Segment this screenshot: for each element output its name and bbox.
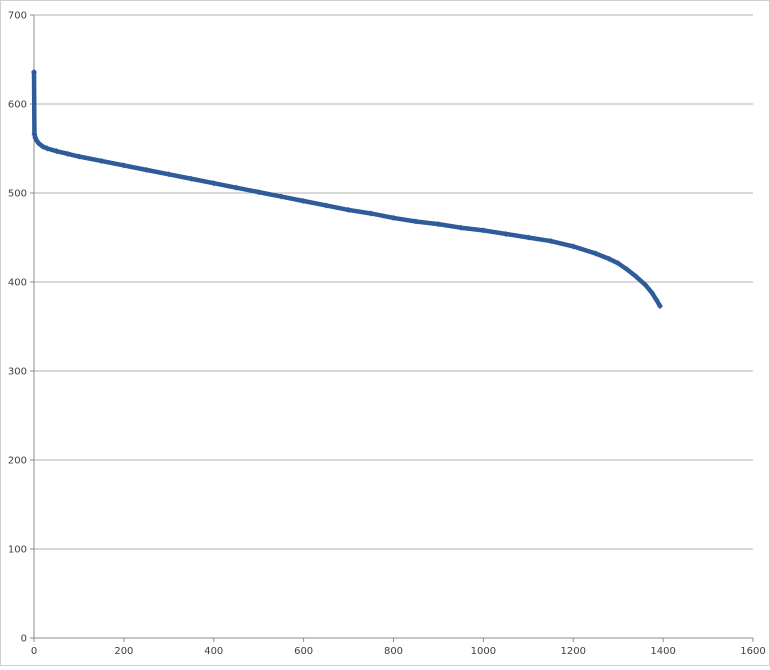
x-tick-label-1000: 1000 [471, 646, 496, 657]
y-tick-label-300: 300 [8, 367, 27, 378]
data-point-0-26 [435, 221, 442, 228]
x-tick-label-0: 0 [31, 646, 37, 657]
y-tick-label-0: 0 [21, 634, 27, 645]
x-tick-label-800: 800 [384, 646, 403, 657]
data-point-0-25 [412, 218, 419, 225]
data-point-0-7 [44, 145, 51, 152]
x-tick-label-1400: 1400 [650, 646, 675, 657]
data-point-0-35 [615, 260, 622, 267]
data-point-0-0 [31, 68, 37, 75]
data-point-0-41 [656, 303, 663, 310]
data-point-0-30 [525, 234, 532, 241]
data-point-0-33 [592, 250, 599, 257]
y-tick-label-700: 700 [8, 11, 27, 22]
data-point-0-39 [648, 289, 655, 296]
axes [30, 14, 754, 642]
data-point-0-28 [480, 227, 487, 234]
x-tick-label-200: 200 [114, 646, 133, 657]
data-point-0-23 [368, 210, 375, 217]
grid-lines [34, 14, 753, 550]
data-point-0-20 [300, 198, 307, 205]
data-point-0-22 [345, 206, 352, 213]
data-point-0-18 [255, 189, 262, 196]
y-tick-label-500: 500 [8, 189, 27, 200]
series-line-0 [31, 69, 663, 309]
data-point-0-21 [323, 202, 330, 209]
data-point-0-8 [53, 148, 60, 155]
data-point-0-38 [642, 281, 649, 288]
data-point-0-27 [457, 224, 464, 231]
data-point-0-34 [606, 255, 613, 262]
data-point-0-10 [75, 153, 82, 160]
data-point-0-13 [143, 166, 150, 173]
data-point-0-6 [39, 143, 46, 150]
x-tick-label-600: 600 [294, 646, 313, 657]
data-point-0-31 [547, 238, 554, 245]
data-point-0-14 [165, 171, 172, 178]
data-point-0-40 [653, 296, 660, 303]
data-point-0-11 [98, 157, 105, 164]
data-point-0-15 [188, 175, 195, 182]
y-tick-label-400: 400 [8, 278, 27, 289]
x-tick-label-1600: 1600 [740, 646, 765, 657]
data-point-0-16 [210, 180, 217, 187]
data-point-0-19 [278, 193, 285, 200]
tick-labels: 0 100 200 300 400 500 600 700 0 200 400 600 800 1000 1… [8, 11, 766, 658]
y-tick-label-600: 600 [8, 100, 27, 111]
data-point-0-9 [64, 150, 71, 157]
data-point-0-12 [120, 162, 127, 169]
data-point-0-37 [633, 273, 640, 280]
data-point-0-29 [502, 230, 509, 237]
x-tick-label-1200: 1200 [561, 646, 586, 657]
data-point-0-36 [624, 266, 631, 273]
series-layer [31, 68, 663, 310]
data-point-0-32 [570, 243, 577, 250]
data-point-0-17 [233, 184, 240, 191]
y-tick-label-100: 100 [8, 545, 27, 556]
x-tick-label-400: 400 [204, 646, 223, 657]
data-point-0-24 [390, 214, 397, 221]
y-tick-label-200: 200 [8, 456, 27, 467]
